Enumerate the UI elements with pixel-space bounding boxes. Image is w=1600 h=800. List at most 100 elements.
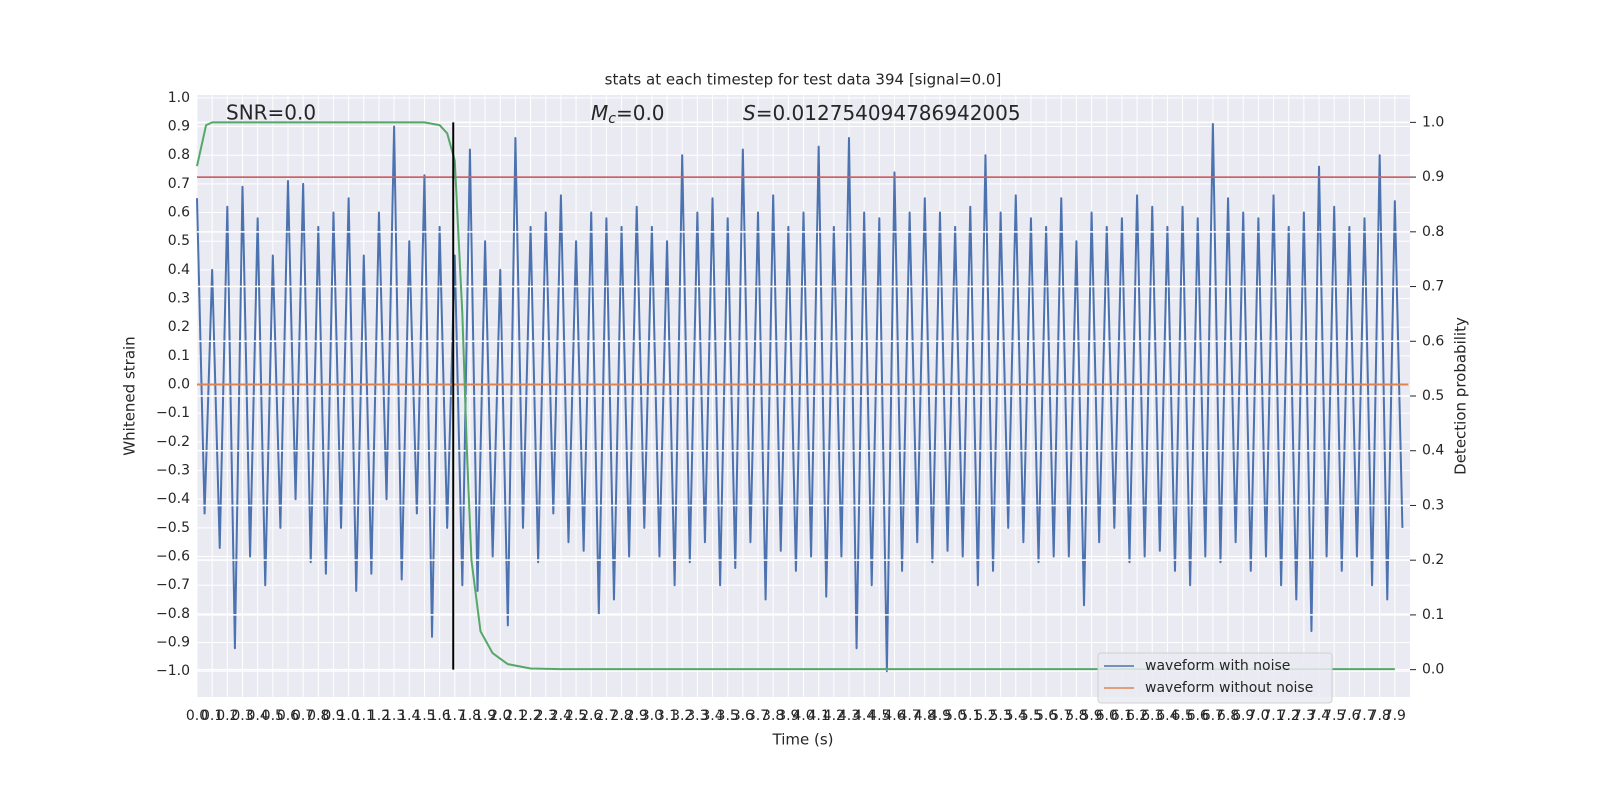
x-tick-label: 1.3 xyxy=(383,708,405,724)
y2-tick-label: 0.6 xyxy=(1422,333,1444,349)
y-tick-label: −0.5 xyxy=(156,520,190,536)
x-tick-label: 2.8 xyxy=(610,708,632,724)
x-tick-label: 6.6 xyxy=(1187,708,1209,724)
x-tick-label: 7.0 xyxy=(1247,708,1269,724)
x-tick-label: 3.2 xyxy=(671,708,693,724)
x-tick-label: 4.8 xyxy=(914,708,936,724)
x-tick-label: 4.0 xyxy=(792,708,814,724)
x-tick-label: 4.2 xyxy=(823,708,845,724)
y-tick-label: −0.4 xyxy=(156,491,190,507)
x-tick-label: 7.9 xyxy=(1384,708,1406,724)
x-tick-label: 6.3 xyxy=(1141,708,1163,724)
x-tick-label: 1.1 xyxy=(353,708,375,724)
x-tick-label: 6.9 xyxy=(1232,708,1254,724)
y-tick-label: −0.8 xyxy=(156,606,190,622)
y-axis-label: Whitened strain xyxy=(121,336,139,455)
y2-tick-label: 1.0 xyxy=(1422,114,1444,130)
x-tick-label: 0.4 xyxy=(247,708,269,724)
x-tick-label: 0.1 xyxy=(201,708,223,724)
x-tick-label: 0.3 xyxy=(231,708,253,724)
x-tick-label: 7.3 xyxy=(1293,708,1315,724)
x-tick-label: 3.3 xyxy=(686,708,708,724)
x-tick-label: 4.3 xyxy=(838,708,860,724)
annotation-symbol: S xyxy=(743,101,756,125)
y-tick-label: 0.4 xyxy=(168,262,190,278)
x-tick-label: 0.8 xyxy=(307,708,329,724)
y-tick-label: 0.5 xyxy=(168,233,190,249)
y-tick-label: 0.2 xyxy=(168,319,190,335)
annotation-text: =0.012754094786942005 xyxy=(756,101,1021,125)
x-tick-label: 7.4 xyxy=(1308,708,1330,724)
x-tick-label: 4.7 xyxy=(899,708,921,724)
x-tick-label: 1.7 xyxy=(444,708,466,724)
x-tick-label: 6.2 xyxy=(1126,708,1148,724)
x-tick-label: 3.9 xyxy=(777,708,799,724)
x-tick-label: 3.6 xyxy=(732,708,754,724)
x-tick-label: 3.4 xyxy=(701,708,723,724)
x-tick-label: 2.3 xyxy=(535,708,557,724)
x-tick-label: 1.6 xyxy=(428,708,450,724)
x-tick-label: 5.3 xyxy=(989,708,1011,724)
annotation: Mc=0.0 xyxy=(591,101,665,128)
y-tick-label: 0.6 xyxy=(168,205,190,221)
x-tick-label: 1.4 xyxy=(398,708,420,724)
x-tick-label: 5.5 xyxy=(1020,708,1042,724)
x-tick-label: 2.7 xyxy=(595,708,617,724)
x-tick-label: 4.4 xyxy=(853,708,875,724)
x-tick-label: 0.6 xyxy=(277,708,299,724)
x-tick-label: 2.0 xyxy=(489,708,511,724)
annotation-subscript: c xyxy=(608,111,616,127)
y-tick-label: −0.3 xyxy=(156,463,190,479)
x-tick-label: 6.0 xyxy=(1096,708,1118,724)
x-tick-label: 4.5 xyxy=(868,708,890,724)
x-tick-label: 5.1 xyxy=(959,708,981,724)
y2-tick-label: 0.4 xyxy=(1422,443,1444,459)
x-tick-label: 0.2 xyxy=(216,708,238,724)
x-tick-label: 2.1 xyxy=(504,708,526,724)
y-tick-label: −0.6 xyxy=(156,549,190,565)
y2-tick-label: 0.1 xyxy=(1422,607,1444,623)
x-tick-label: 7.8 xyxy=(1369,708,1391,724)
annotation: S=0.012754094786942005 xyxy=(743,101,1021,125)
legend-label: waveform without noise xyxy=(1145,680,1313,696)
series-line xyxy=(196,121,1395,671)
x-tick-label: 4.6 xyxy=(883,708,905,724)
over-layer xyxy=(196,121,1416,671)
y-tick-label: 0.3 xyxy=(168,291,190,307)
x-tick-label: 0.5 xyxy=(262,708,284,724)
x-tick-label: 6.5 xyxy=(1171,708,1193,724)
legend-label: waveform with noise xyxy=(1145,658,1290,674)
x-tick-label: 0.7 xyxy=(292,708,314,724)
x-tick-label: 1.5 xyxy=(413,708,435,724)
x-tick-label: 5.0 xyxy=(944,708,966,724)
y-tick-label: −0.7 xyxy=(156,577,190,593)
y2-axis-label: Detection probability xyxy=(1452,317,1470,475)
x-tick-label: 6.1 xyxy=(1111,708,1133,724)
legend-box xyxy=(1097,652,1333,704)
y-tick-label: 0.1 xyxy=(168,348,190,364)
x-tick-label: 1.2 xyxy=(368,708,390,724)
x-tick-label: 6.8 xyxy=(1217,708,1239,724)
x-tick-label: 2.5 xyxy=(565,708,587,724)
x-tick-label: 2.2 xyxy=(519,708,541,724)
y2-tick-label: 0.9 xyxy=(1422,169,1444,185)
x-tick-label: 0.0 xyxy=(186,708,208,724)
x-tick-label: 3.7 xyxy=(747,708,769,724)
x-tick-label: 6.4 xyxy=(1156,708,1178,724)
x-tick-label: 4.9 xyxy=(929,708,951,724)
annotation: SNR=0.0 xyxy=(226,101,316,125)
y-tick-label: 0.7 xyxy=(168,176,190,192)
x-tick-label: 5.9 xyxy=(1080,708,1102,724)
y-tick-label: 0.0 xyxy=(168,377,190,393)
annotation-text: =0.0 xyxy=(616,101,665,125)
y-tick-label: −0.9 xyxy=(156,635,190,651)
x-tick-label: 3.1 xyxy=(656,708,678,724)
x-tick-label: 7.1 xyxy=(1262,708,1284,724)
x-tick-label: 3.0 xyxy=(641,708,663,724)
x-tick-label: 7.6 xyxy=(1338,708,1360,724)
x-axis-label: Time (s) xyxy=(772,731,834,749)
x-tick-label: 1.8 xyxy=(459,708,481,724)
x-tick-label: 6.7 xyxy=(1202,708,1224,724)
x-tick-label: 5.6 xyxy=(1035,708,1057,724)
